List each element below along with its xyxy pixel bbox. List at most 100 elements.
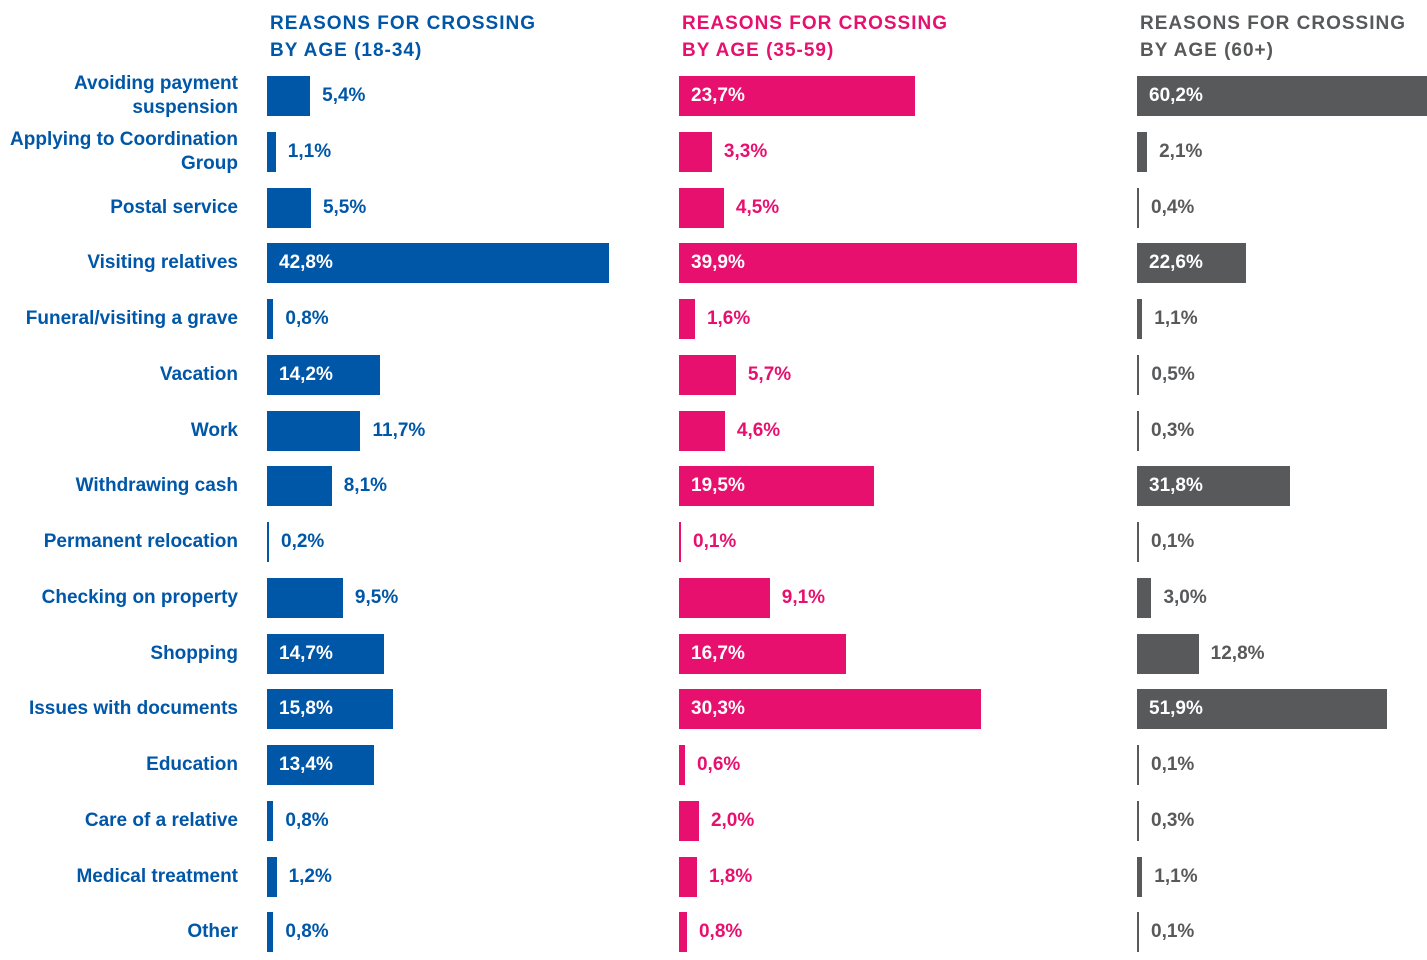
- bar: [267, 633, 385, 674]
- value-label: 23,7%: [691, 85, 745, 106]
- bar: [267, 856, 277, 897]
- bar: [679, 912, 687, 953]
- value-label: 51,9%: [1149, 698, 1203, 720]
- bar: [679, 800, 699, 841]
- value-label: 8,1%: [343, 475, 388, 497]
- bar: [679, 633, 846, 674]
- value-label: 5,7%: [747, 363, 792, 385]
- bar: [267, 912, 274, 953]
- value-label: 1,1%: [287, 140, 332, 162]
- bar: [679, 745, 685, 785]
- value-label: 3,3%: [723, 140, 768, 162]
- value-label: 2,0%: [710, 809, 755, 831]
- panel-title: REASONS FOR CROSSING BY AGE (35-59): [682, 13, 948, 61]
- bar: [267, 131, 276, 172]
- value-label: 0,3%: [1151, 809, 1195, 831]
- value-label: 39,9%: [691, 252, 745, 274]
- value-label: 13,4%: [279, 754, 333, 775]
- value-label: 1,8%: [708, 865, 753, 887]
- value-label: 30,3%: [691, 698, 745, 720]
- bar: [679, 577, 770, 618]
- bar: [679, 131, 712, 172]
- bar: [1137, 466, 1291, 507]
- value-label: 4,5%: [735, 196, 780, 218]
- bar: [1137, 354, 1140, 395]
- category-label: Work: [190, 419, 238, 441]
- value-label: 0,8%: [285, 809, 329, 831]
- bar: [1137, 633, 1199, 674]
- bar: [267, 800, 274, 841]
- value-label: 0,1%: [693, 531, 737, 552]
- panel-title: REASONS FOR CROSSING BY AGE (18-34): [270, 13, 536, 61]
- bar: [679, 689, 982, 730]
- value-label: 15,8%: [279, 698, 333, 720]
- category-label: Care of a relative: [84, 809, 238, 831]
- value-label: 0,5%: [1151, 363, 1195, 385]
- bar: [267, 354, 381, 395]
- category-label: Vacation: [159, 363, 238, 385]
- panel-title: REASONS FOR CROSSING BY AGE (60+): [1140, 13, 1406, 61]
- category-label: Shopping: [150, 642, 238, 664]
- bar: [267, 76, 311, 116]
- category-label: Applying to Coordination Group: [10, 128, 238, 174]
- category-label: Checking on property: [41, 586, 238, 608]
- bar: [267, 745, 375, 785]
- bar: [1137, 410, 1139, 451]
- value-label: 1,1%: [1154, 865, 1198, 887]
- value-label: 16,7%: [691, 642, 745, 664]
- value-label: 5,5%: [322, 196, 367, 218]
- value-label: 11,7%: [372, 419, 426, 441]
- value-label: 0,8%: [285, 921, 329, 943]
- bar: [267, 466, 332, 507]
- category-label: Funeral/visiting a grave: [25, 308, 238, 329]
- value-label: 0,4%: [1151, 196, 1195, 218]
- value-label: 0,1%: [1151, 754, 1195, 775]
- bar: [679, 410, 725, 451]
- value-label: 12,8%: [1210, 642, 1265, 664]
- bar: [679, 76, 916, 116]
- value-label: 60,2%: [1149, 85, 1203, 106]
- value-label: 1,2%: [288, 865, 332, 887]
- bar: [679, 354, 736, 395]
- bar: [1137, 912, 1139, 953]
- bar: [267, 577, 343, 618]
- bar: [267, 187, 311, 228]
- value-label: 14,2%: [279, 363, 333, 385]
- value-label: 0,6%: [696, 754, 741, 775]
- value-label: 2,1%: [1159, 140, 1203, 162]
- bar: [679, 856, 697, 897]
- value-label: 9,5%: [354, 586, 399, 608]
- bar: [679, 187, 724, 228]
- bar: [679, 243, 1077, 284]
- value-label: 0,1%: [1151, 921, 1195, 943]
- bar: [679, 466, 874, 507]
- bar: [267, 522, 269, 562]
- category-label: Issues with documents: [28, 698, 238, 720]
- value-label: 1,6%: [706, 308, 751, 329]
- bar: [1137, 800, 1139, 841]
- bar: [679, 299, 695, 339]
- category-label: Postal service: [110, 196, 238, 218]
- bar: [1137, 745, 1139, 785]
- value-label: 22,6%: [1149, 252, 1203, 274]
- bar: [1137, 856, 1143, 897]
- bar: [267, 410, 361, 451]
- value-label: 9,1%: [781, 586, 826, 608]
- bar: [1137, 243, 1246, 284]
- category-label: Withdrawing cash: [75, 475, 238, 497]
- category-label: Other: [187, 921, 238, 943]
- value-label: 19,5%: [691, 475, 745, 497]
- category-label: Education: [146, 754, 238, 775]
- value-label: 14,7%: [279, 642, 333, 664]
- bar: [267, 243, 609, 284]
- value-label: 1,1%: [1154, 308, 1198, 329]
- value-label: 0,3%: [1151, 419, 1195, 441]
- value-label: 5,4%: [322, 85, 366, 106]
- bar: [679, 522, 681, 562]
- category-label: Permanent relocation: [43, 531, 238, 552]
- value-label: 0,1%: [1151, 531, 1195, 552]
- bar: [267, 689, 394, 730]
- value-label: 31,8%: [1149, 475, 1203, 497]
- value-label: 0,8%: [285, 308, 329, 329]
- category-label: Avoiding payment suspension: [74, 73, 238, 118]
